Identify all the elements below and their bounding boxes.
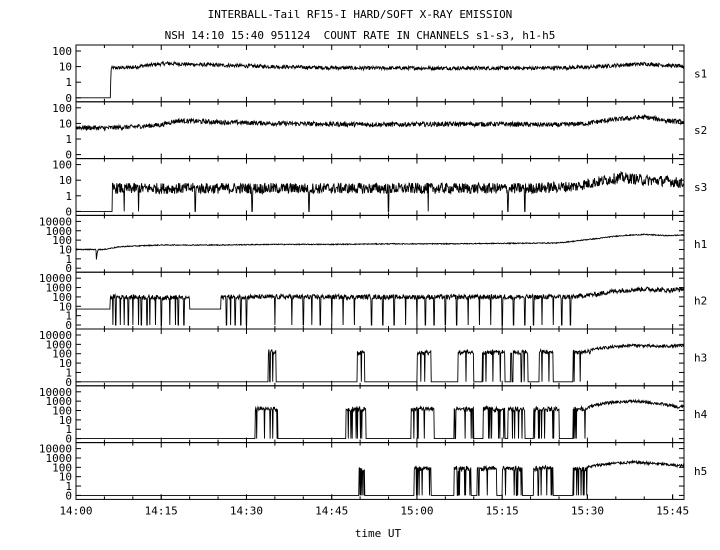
channel-label: s1 [694, 67, 707, 80]
y-tick-label: 1 [65, 310, 72, 323]
series-line-h4 [76, 398, 685, 440]
panel-frame [75, 271, 685, 330]
y-tick-label: 1 [65, 480, 72, 493]
panel-frame [75, 442, 685, 500]
series-line-h2 [75, 285, 685, 326]
series-line-h1 [75, 233, 685, 260]
panel-frame [75, 101, 685, 160]
x-tick-label: 14:45 [315, 504, 348, 517]
y-tick-label: 10 [59, 414, 72, 427]
y-tick-label: 0 [65, 319, 72, 332]
x-tick-label: 14:00 [59, 504, 92, 517]
series-line-s3 [76, 170, 685, 212]
y-tick-label: 10000 [39, 329, 72, 342]
panel-frame [75, 385, 685, 444]
x-tick-label: 15:45 [656, 504, 689, 517]
y-tick-label: 10000 [39, 443, 72, 456]
y-tick-label: 10 [59, 300, 72, 313]
series-line-h3 [76, 343, 685, 383]
y-tick-label: 100 [52, 102, 72, 115]
series-line-h5 [76, 459, 685, 496]
y-tick-label: 0 [65, 262, 72, 275]
y-tick-label: 1000 [46, 225, 73, 238]
channel-label: s3 [694, 181, 707, 194]
y-tick-label: 0 [65, 205, 72, 218]
channel-label: h1 [694, 238, 707, 251]
y-tick-label: 1000 [46, 395, 73, 408]
y-tick-label: 10 [59, 61, 72, 74]
channel-label: h3 [694, 351, 707, 364]
y-tick-label: 10000 [39, 215, 72, 228]
y-tick-label: 100 [52, 461, 72, 474]
y-tick-label: 1 [65, 253, 72, 266]
panel-frame [75, 44, 685, 103]
y-tick-label: 10000 [39, 272, 72, 285]
y-tick-label: 1 [65, 76, 72, 89]
y-tick-label: 100 [52, 291, 72, 304]
y-tick-label: 0 [65, 489, 72, 502]
y-tick-label: 100 [52, 405, 72, 418]
y-tick-label: 0 [65, 92, 72, 105]
x-tick-label: 15:15 [486, 504, 519, 517]
y-tick-label: 1 [65, 423, 72, 436]
y-tick-label: 1 [65, 133, 72, 146]
channel-label: h2 [694, 295, 707, 308]
chart-title: INTERBALL-Tail RF15-I HARD/SOFT X-RAY EM… [207, 8, 513, 21]
y-tick-label: 100 [52, 45, 72, 58]
y-tick-label: 10 [59, 174, 72, 187]
series-line-s2 [75, 113, 685, 132]
y-tick-label: 1000 [46, 452, 73, 465]
y-tick-label: 0 [65, 376, 72, 389]
x-axis-label: time UT [355, 527, 402, 540]
y-tick-label: 10 [59, 117, 72, 130]
panel-frame [75, 328, 685, 387]
x-tick-label: 15:30 [571, 504, 604, 517]
y-tick-label: 10 [59, 471, 72, 484]
channel-label: s2 [694, 124, 707, 137]
y-tick-label: 1000 [46, 282, 73, 295]
y-tick-label: 10 [59, 243, 72, 256]
y-tick-label: 1 [65, 366, 72, 379]
y-tick-label: 100 [52, 234, 72, 247]
y-tick-label: 10000 [39, 386, 72, 399]
channel-label: h5 [694, 465, 707, 478]
y-tick-label: 0 [65, 433, 72, 446]
series-line-s1 [76, 60, 685, 99]
y-tick-label: 1 [65, 190, 72, 203]
y-tick-label: 100 [52, 159, 72, 172]
x-tick-label: 15:00 [400, 504, 433, 517]
x-tick-label: 14:30 [230, 504, 263, 517]
y-tick-label: 100 [52, 348, 72, 361]
channel-label: h4 [694, 408, 708, 421]
y-tick-label: 1000 [46, 338, 73, 351]
y-tick-label: 10 [59, 357, 72, 370]
y-tick-label: 0 [65, 149, 72, 162]
x-tick-label: 14:15 [145, 504, 178, 517]
chart-subtitle: NSH 14:10 15:40 951124 COUNT RATE IN CHA… [164, 29, 556, 42]
